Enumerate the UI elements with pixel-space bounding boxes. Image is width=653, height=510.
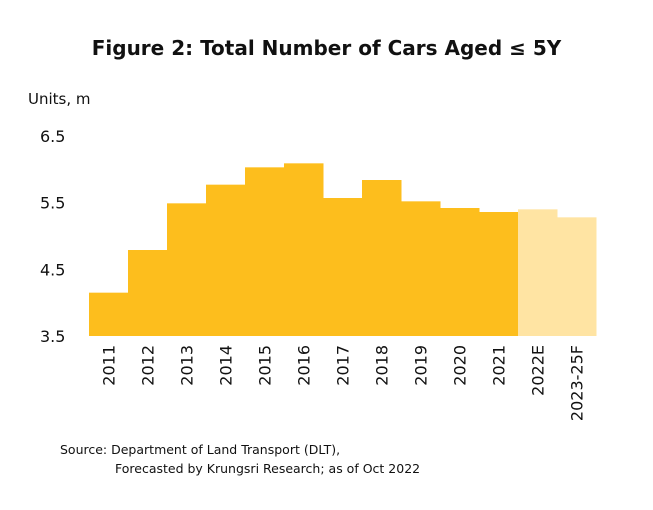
x-tick-label: 2021 bbox=[490, 345, 509, 386]
x-tick-label: 2020 bbox=[451, 345, 470, 386]
y-axis-unit-label: Units, m bbox=[28, 90, 91, 108]
bar-2020 bbox=[440, 208, 480, 336]
x-tick-label: 2012 bbox=[139, 345, 158, 386]
y-tick-label: 5.5 bbox=[40, 194, 65, 213]
source-note: Source: Department of Land Transport (DL… bbox=[60, 440, 420, 478]
y-tick-label: 6.5 bbox=[40, 127, 65, 146]
bar-2021 bbox=[479, 212, 519, 336]
x-tick-label: 2022E bbox=[529, 345, 548, 396]
bar-2022E bbox=[518, 209, 558, 336]
chart-title: Figure 2: Total Number of Cars Aged ≤ 5Y bbox=[91, 36, 562, 60]
bar-2014 bbox=[206, 184, 246, 336]
x-tick-label: 2016 bbox=[295, 345, 314, 386]
source-line-1: Source: Department of Land Transport (DL… bbox=[60, 442, 341, 457]
bar-2015 bbox=[245, 167, 285, 336]
x-tick-label: 2013 bbox=[178, 345, 197, 386]
x-tick-label: 2015 bbox=[256, 345, 275, 386]
x-tick-label: 2018 bbox=[373, 345, 392, 386]
bar-2023-25F bbox=[557, 217, 597, 336]
bar-2019 bbox=[401, 201, 441, 336]
x-tick-label: 2011 bbox=[100, 345, 119, 386]
x-tick-label: 2023-25F bbox=[568, 345, 587, 421]
bar-2012 bbox=[128, 250, 168, 336]
bar-2011 bbox=[89, 292, 129, 336]
x-tick-label: 2019 bbox=[412, 345, 431, 386]
x-tick-label: 2014 bbox=[217, 345, 236, 386]
bar-2016 bbox=[284, 163, 324, 336]
y-tick-label: 4.5 bbox=[40, 260, 65, 279]
bar-2018 bbox=[362, 180, 402, 336]
bar-2017 bbox=[323, 198, 363, 336]
y-tick-label: 3.5 bbox=[40, 327, 65, 346]
x-tick-label: 2017 bbox=[334, 345, 353, 386]
bar-2013 bbox=[167, 203, 207, 336]
source-line-2: Forecasted by Krungsri Research; as of O… bbox=[115, 461, 421, 476]
